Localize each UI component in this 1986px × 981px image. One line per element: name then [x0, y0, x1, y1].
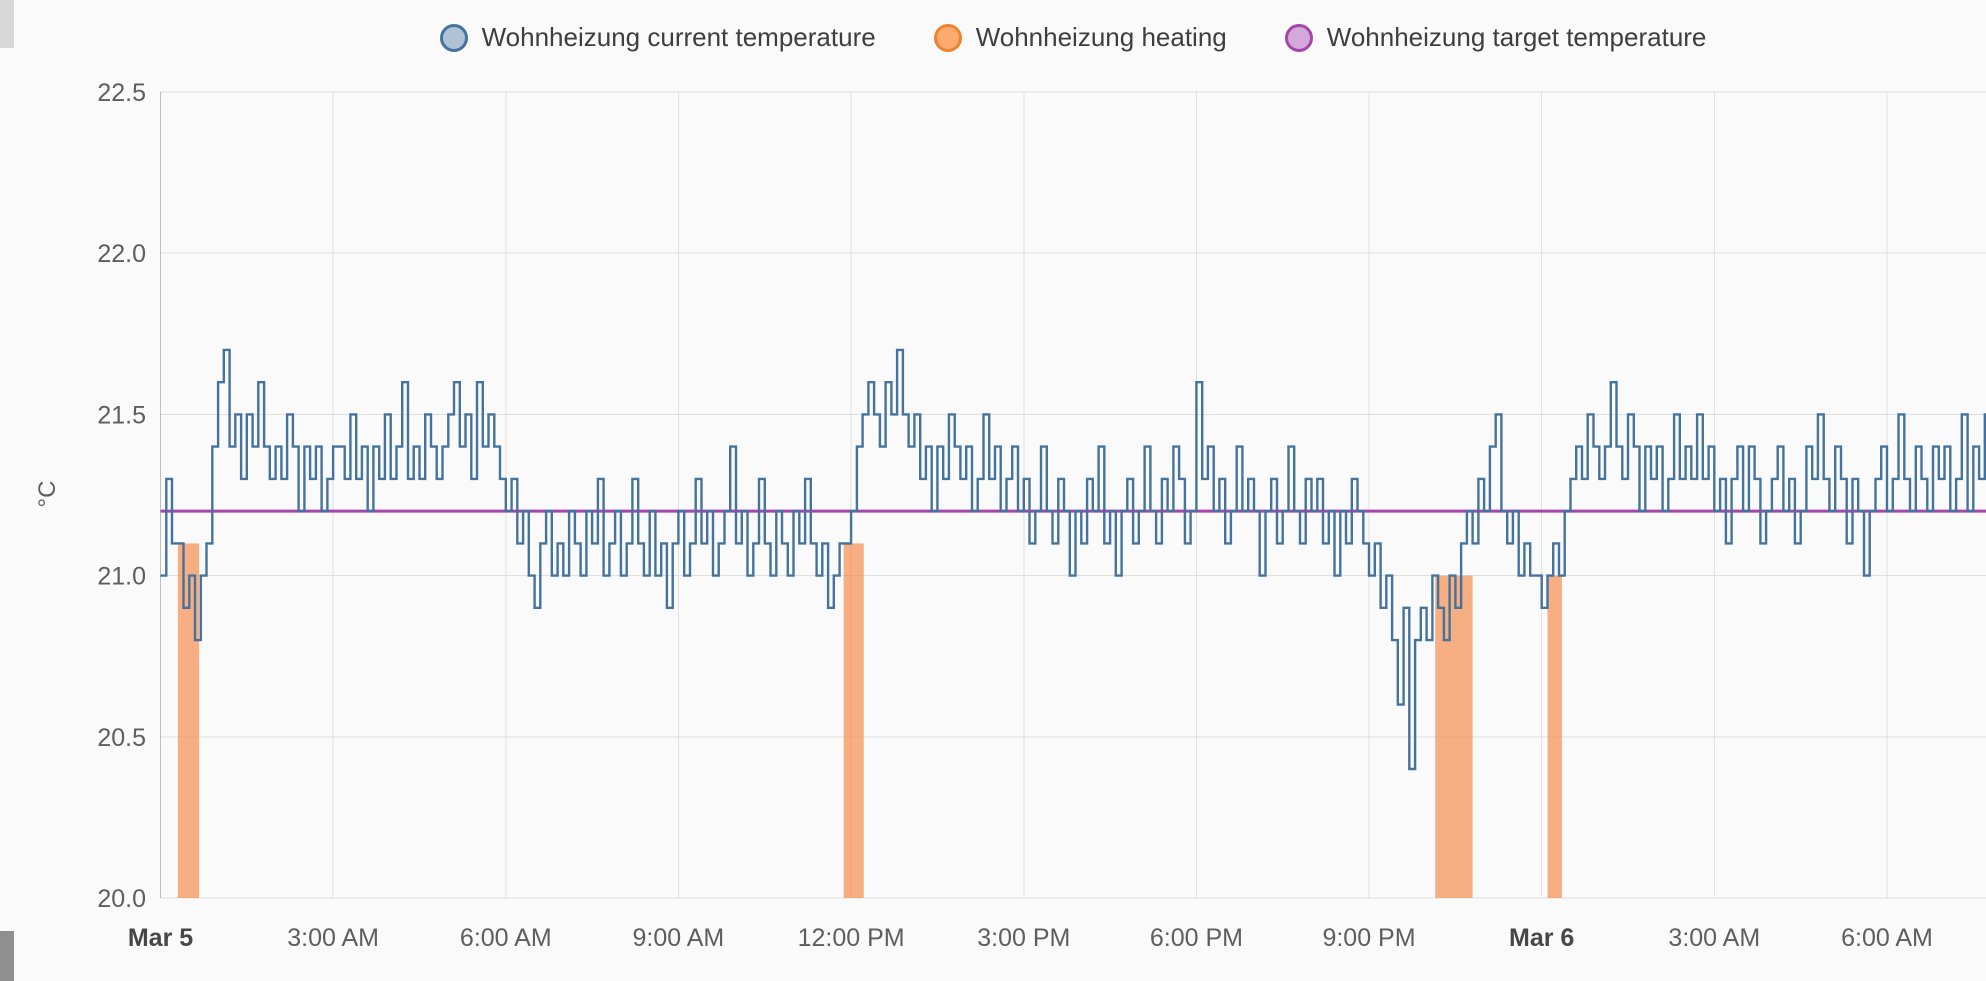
heating-series-icon — [933, 23, 962, 52]
y-axis-title: °C — [34, 480, 61, 508]
x-tick-label: 6:00 AM — [460, 924, 552, 952]
legend-label-heating: Wohnheizung heating — [975, 22, 1227, 52]
heating-on-bar[interactable] — [843, 543, 864, 898]
x-tick-label: 9:00 AM — [633, 924, 725, 952]
heating-on-bar[interactable] — [1547, 575, 1562, 898]
y-tick-label: 20.5 — [97, 724, 146, 752]
x-tick-label: 6:00 AM — [1841, 924, 1933, 952]
legend-item-current-temperature[interactable]: Wohnheizung current temperature — [439, 22, 876, 53]
heating-on-bar[interactable] — [177, 543, 200, 898]
legend-item-target-temperature[interactable]: Wohnheizung target temperature — [1284, 22, 1707, 53]
y-tick-label: 22.0 — [97, 240, 146, 268]
left-edge-top-mark — [0, 0, 14, 48]
y-tick-label: 22.5 — [97, 79, 146, 107]
x-tick-label: 3:00 AM — [1668, 924, 1760, 952]
target-temperature-series-icon — [1284, 23, 1313, 52]
x-tick-label: 9:00 PM — [1322, 924, 1415, 952]
legend-label-current-temperature: Wohnheizung current temperature — [481, 22, 876, 52]
x-tick-label: 6:00 PM — [1150, 924, 1243, 952]
y-tick-label: 21.0 — [97, 563, 146, 591]
y-tick-label: 20.0 — [97, 885, 146, 913]
current-temperature-series-icon — [439, 23, 468, 52]
chart-legend: Wohnheizung current temperature Wohnheiz… — [160, 22, 1986, 53]
x-tick-label: Mar 6 — [1509, 924, 1574, 952]
x-tick-label: 3:00 AM — [287, 924, 379, 952]
legend-item-heating[interactable]: Wohnheizung heating — [933, 22, 1227, 53]
legend-label-target-temperature: Wohnheizung target temperature — [1326, 22, 1707, 52]
y-tick-label: 21.5 — [97, 401, 146, 429]
x-tick-label: 3:00 PM — [977, 924, 1070, 952]
x-tick-label: 12:00 PM — [798, 924, 905, 952]
current-temperature-step-line[interactable] — [160, 348, 1986, 771]
x-tick-label: Mar 5 — [128, 924, 193, 952]
heating-on-bar[interactable] — [1435, 575, 1473, 898]
left-edge-scroll-handle[interactable] — [0, 931, 14, 981]
